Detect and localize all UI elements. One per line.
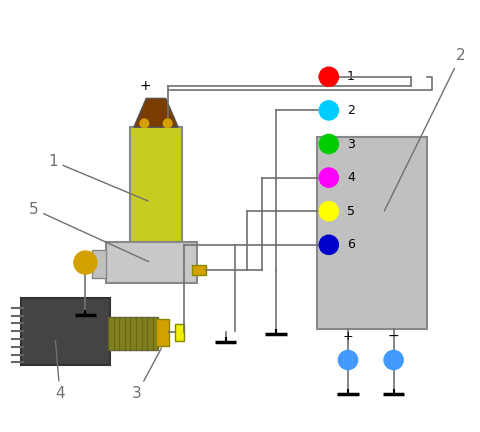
Text: 3: 3 <box>347 137 355 150</box>
Text: +: + <box>343 330 353 343</box>
Bar <box>175 324 184 341</box>
Polygon shape <box>134 98 178 127</box>
Bar <box>130 127 182 242</box>
Circle shape <box>140 119 149 128</box>
Circle shape <box>319 168 338 187</box>
Text: 3: 3 <box>132 348 161 401</box>
Text: −: − <box>388 329 399 343</box>
Bar <box>317 137 427 329</box>
Circle shape <box>319 202 338 221</box>
Text: 5: 5 <box>347 205 355 218</box>
Text: 5: 5 <box>29 202 149 262</box>
Circle shape <box>319 67 338 86</box>
Circle shape <box>319 235 338 254</box>
Text: 2: 2 <box>384 48 466 211</box>
Text: 4: 4 <box>347 171 355 184</box>
Bar <box>108 317 158 350</box>
Text: +: + <box>140 79 151 92</box>
Circle shape <box>74 251 97 274</box>
Text: 6: 6 <box>347 238 355 251</box>
Text: 1: 1 <box>48 154 148 201</box>
Text: 4: 4 <box>55 341 65 401</box>
Bar <box>106 242 197 283</box>
Bar <box>156 319 169 346</box>
Circle shape <box>338 350 358 370</box>
Text: 1: 1 <box>347 70 355 83</box>
Bar <box>21 298 110 365</box>
Text: 2: 2 <box>347 104 355 117</box>
Circle shape <box>319 134 338 154</box>
Bar <box>92 250 106 278</box>
Bar <box>192 265 206 275</box>
Circle shape <box>384 350 403 370</box>
Circle shape <box>319 101 338 120</box>
Circle shape <box>163 119 172 128</box>
